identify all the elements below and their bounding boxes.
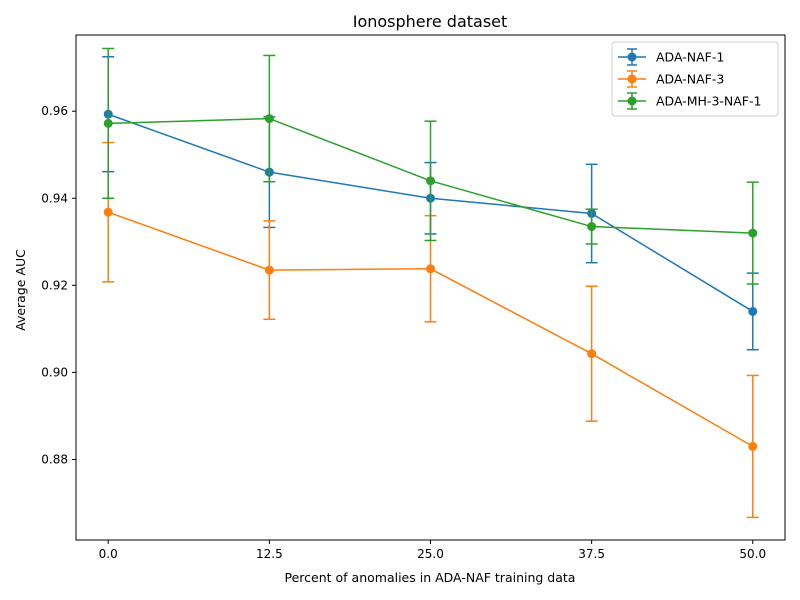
data-point bbox=[426, 264, 435, 274]
y-tick-label: 0.88 bbox=[41, 452, 68, 466]
data-point bbox=[103, 118, 113, 128]
series-2 bbox=[102, 141, 759, 519]
legend: ADA-NAF-1 ADA-NAF-3 ADA-MH-3-NAF-1 bbox=[611, 41, 779, 117]
x-tick-label: 0.0 bbox=[99, 547, 118, 561]
x-axis-label: Percent of anomalies in ADA-NAF training… bbox=[285, 570, 576, 585]
data-point bbox=[748, 228, 758, 238]
y-tick-label: 0.90 bbox=[41, 365, 68, 379]
legend-marker bbox=[627, 96, 637, 106]
legend-marker bbox=[627, 52, 637, 62]
legend-marker bbox=[627, 74, 637, 84]
legend-label: ADA-MH-3-NAF-1 bbox=[656, 94, 761, 109]
data-point bbox=[264, 265, 274, 275]
data-point bbox=[748, 306, 758, 316]
y-tick-label: 0.94 bbox=[41, 191, 68, 205]
x-tick-label: 25.0 bbox=[417, 547, 444, 561]
chart-title: Ionosphere dataset bbox=[353, 12, 508, 31]
data-point bbox=[748, 441, 758, 451]
legend-box bbox=[611, 41, 779, 117]
series-3 bbox=[102, 47, 759, 285]
data-point bbox=[587, 222, 597, 232]
data-point bbox=[103, 207, 113, 217]
data-point bbox=[426, 176, 435, 186]
y-tick-label: 0.92 bbox=[41, 278, 68, 292]
data-point bbox=[264, 114, 274, 124]
data-point bbox=[587, 349, 597, 359]
legend-label: ADA-NAF-3 bbox=[656, 72, 724, 87]
plot-area: 0.0 12.5 25.0 37.5 50.0 0.88 0.90 0.92 0.94 0.96 bbox=[41, 34, 786, 561]
x-tick-label: 37.5 bbox=[578, 547, 605, 561]
y-axis-label: Average AUC bbox=[13, 249, 28, 331]
y-tick-label: 0.96 bbox=[41, 104, 68, 118]
legend-label: ADA-NAF-1 bbox=[656, 50, 724, 65]
x-tick-label: 12.5 bbox=[256, 547, 283, 561]
x-tick-label: 50.0 bbox=[739, 547, 766, 561]
